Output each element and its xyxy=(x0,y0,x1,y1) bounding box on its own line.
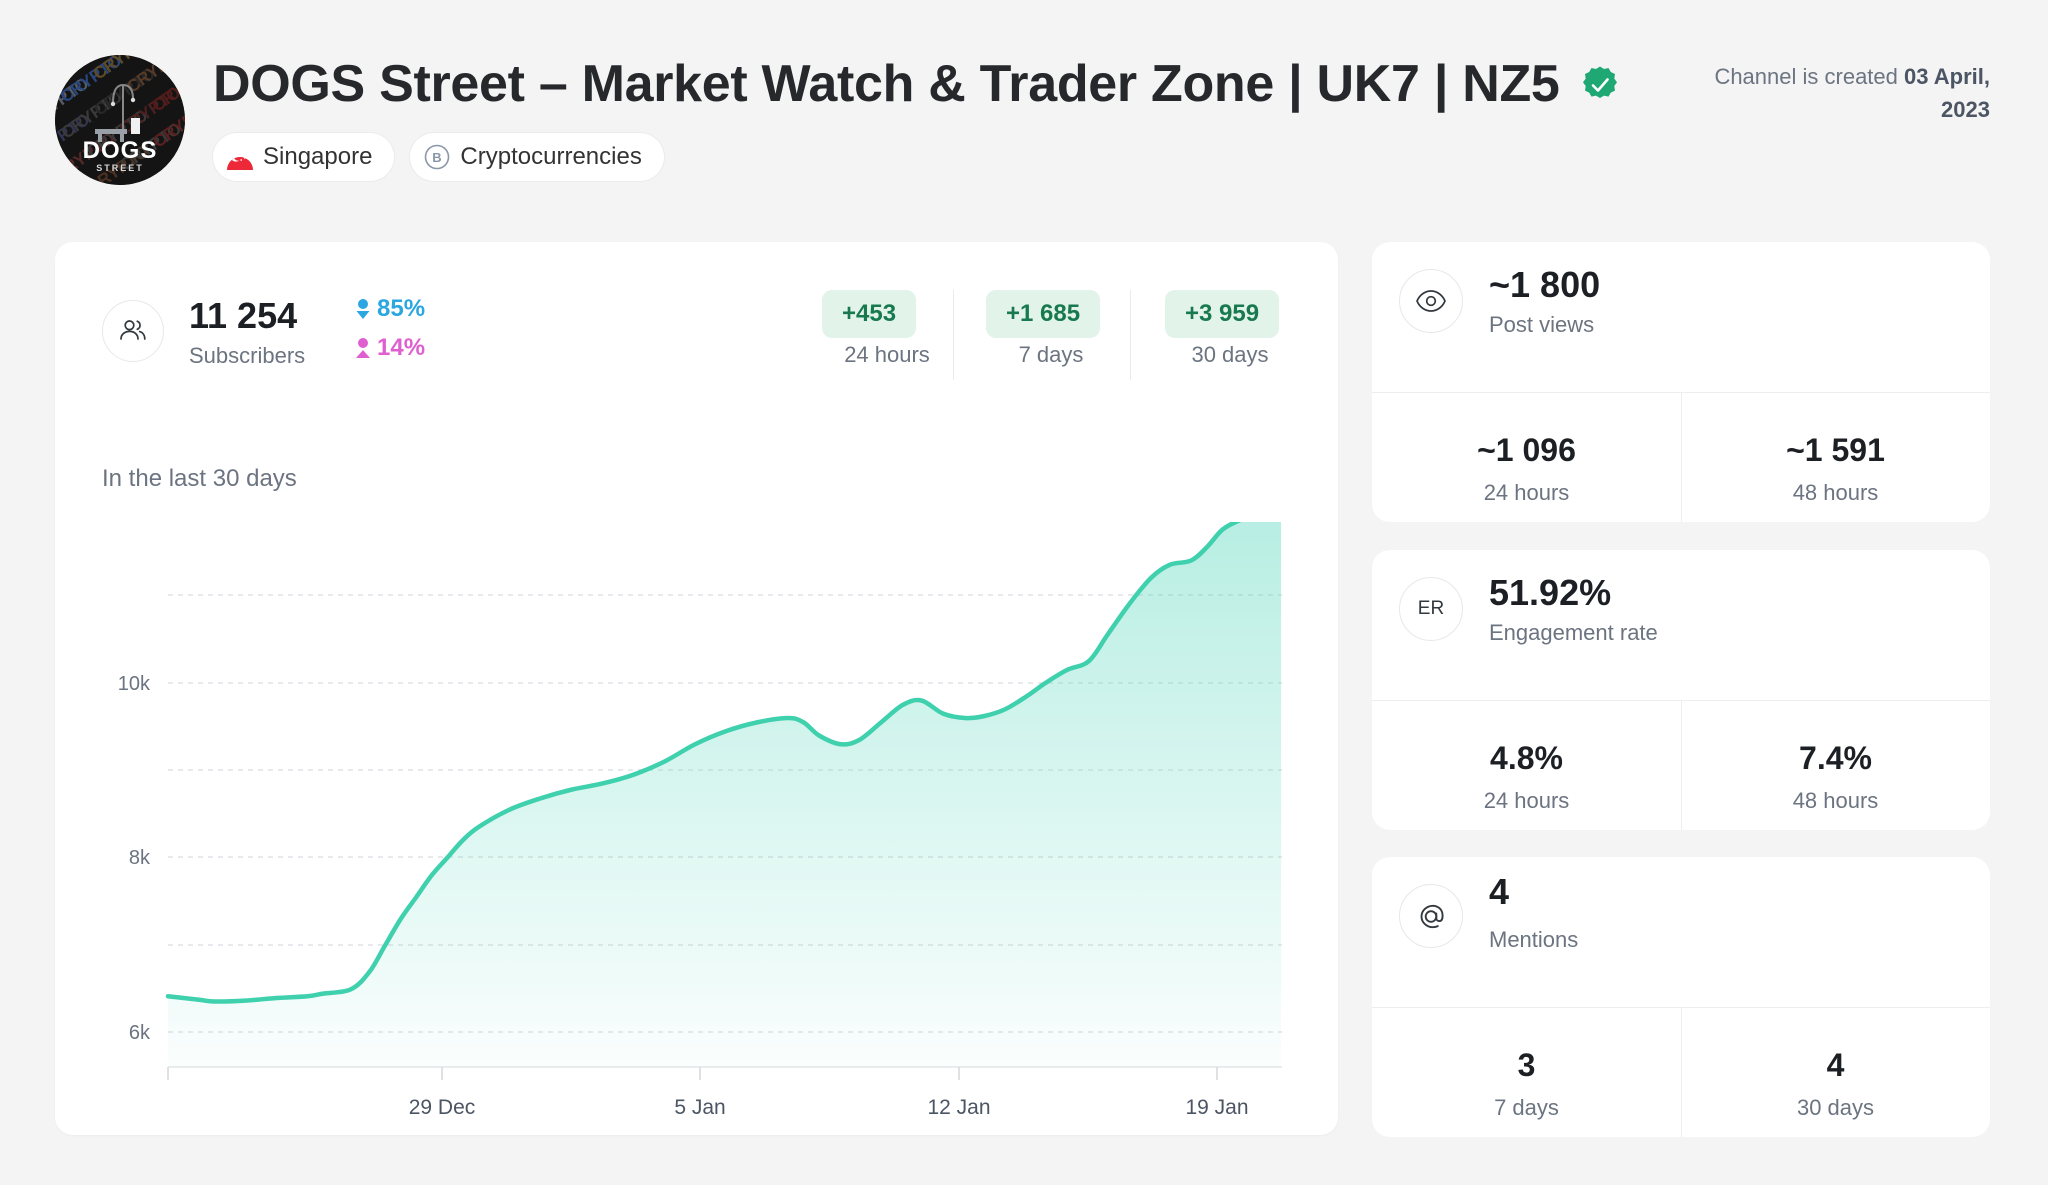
svg-text:DOGS: DOGS xyxy=(83,137,158,164)
svg-text:8k: 8k xyxy=(129,847,151,869)
svg-text:10k: 10k xyxy=(118,673,151,695)
svg-text:19 Jan: 19 Jan xyxy=(1185,1096,1248,1117)
svg-text:B: B xyxy=(433,150,442,165)
svg-text:STREET: STREET xyxy=(96,163,144,173)
svg-text:12 Jan: 12 Jan xyxy=(927,1096,990,1117)
svg-text:29 Dec: 29 Dec xyxy=(409,1096,476,1117)
svg-text:6k: 6k xyxy=(129,1022,151,1044)
svg-text:5 Jan: 5 Jan xyxy=(674,1096,725,1117)
